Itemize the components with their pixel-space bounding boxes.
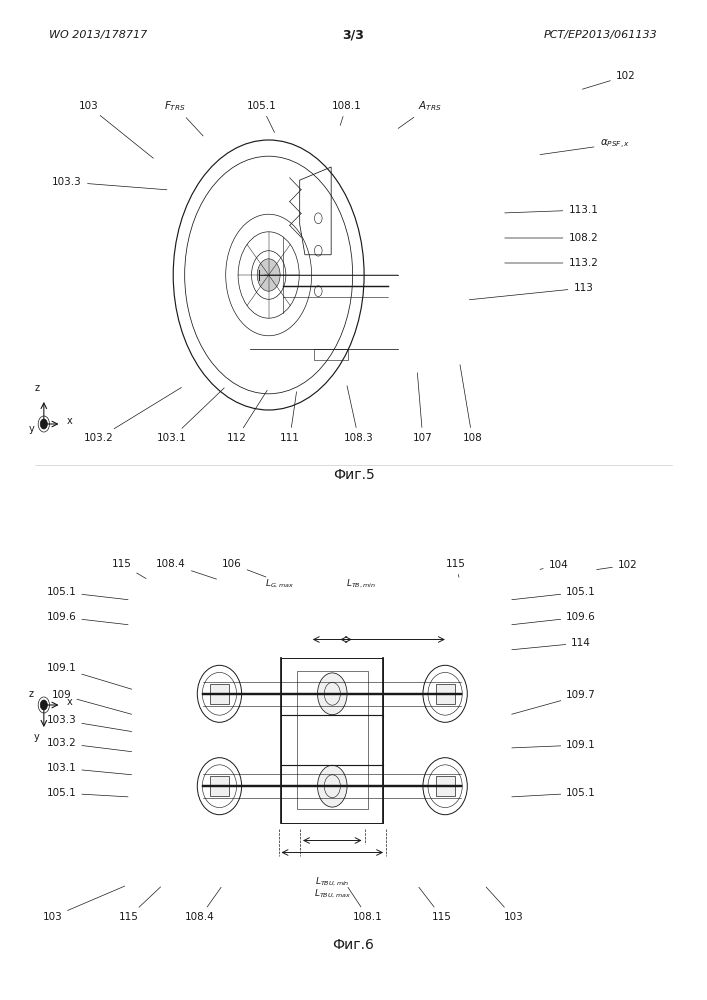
- Text: 108.3: 108.3: [344, 386, 373, 443]
- Text: 108.1: 108.1: [348, 887, 382, 922]
- Text: Фиг.6: Фиг.6: [332, 938, 375, 952]
- Text: 104: 104: [540, 560, 568, 570]
- Text: WO 2013/178717: WO 2013/178717: [49, 30, 148, 40]
- Text: y: y: [34, 732, 40, 742]
- Text: 111: 111: [280, 392, 300, 443]
- Text: 105.1: 105.1: [47, 788, 128, 798]
- Text: 109.6: 109.6: [47, 612, 128, 625]
- Text: 109: 109: [52, 690, 132, 714]
- Text: 109.1: 109.1: [512, 740, 596, 750]
- Text: 103.1: 103.1: [157, 388, 224, 443]
- Text: $L_{TB,min}$: $L_{TB,min}$: [346, 578, 375, 590]
- Circle shape: [40, 419, 47, 429]
- Text: 103: 103: [486, 887, 523, 922]
- Text: 103.1: 103.1: [47, 763, 132, 775]
- Text: 108.4: 108.4: [185, 887, 221, 922]
- Text: $\alpha_{PSF,x}$: $\alpha_{PSF,x}$: [540, 137, 630, 155]
- Circle shape: [257, 259, 280, 291]
- Bar: [436, 684, 455, 704]
- Text: 113: 113: [469, 283, 593, 300]
- Circle shape: [40, 700, 47, 710]
- Bar: [315, 349, 348, 360]
- Text: 103.3: 103.3: [47, 715, 132, 732]
- Text: 103.2: 103.2: [47, 738, 132, 752]
- Text: 103: 103: [78, 101, 153, 158]
- Text: 105.1: 105.1: [247, 101, 276, 133]
- Text: x: x: [67, 416, 73, 426]
- Text: 108.1: 108.1: [332, 101, 361, 125]
- Bar: [281, 658, 383, 822]
- Text: $A_{TRS}$: $A_{TRS}$: [398, 99, 442, 128]
- Text: 115: 115: [112, 559, 146, 579]
- Text: $L_{TBU,min}$: $L_{TBU,min}$: [315, 876, 349, 888]
- Text: $F_{TRS}$: $F_{TRS}$: [165, 99, 203, 136]
- Text: 103.3: 103.3: [52, 177, 167, 190]
- Text: 112: 112: [227, 390, 267, 443]
- Text: 115: 115: [419, 887, 452, 922]
- Text: 105.1: 105.1: [512, 587, 596, 600]
- Text: 115: 115: [119, 887, 160, 922]
- Circle shape: [317, 673, 347, 715]
- Text: 3/3: 3/3: [343, 28, 364, 41]
- Bar: [210, 776, 229, 796]
- Text: 102: 102: [583, 71, 636, 89]
- Text: 103.2: 103.2: [84, 387, 182, 443]
- Text: Фиг.5: Фиг.5: [332, 468, 375, 482]
- Text: z: z: [28, 689, 34, 699]
- Bar: [296, 671, 368, 809]
- Text: 105.1: 105.1: [47, 587, 128, 600]
- Text: 109.6: 109.6: [512, 612, 596, 625]
- Text: 108.2: 108.2: [505, 233, 598, 243]
- Text: 102: 102: [597, 560, 638, 570]
- Text: 109.1: 109.1: [47, 663, 132, 689]
- Text: 114: 114: [512, 638, 591, 650]
- Text: 106: 106: [222, 559, 266, 577]
- Text: 113.2: 113.2: [505, 258, 598, 268]
- Text: y: y: [28, 424, 34, 434]
- Text: 108.4: 108.4: [156, 559, 216, 579]
- Text: x: x: [67, 697, 73, 707]
- Text: 103: 103: [42, 886, 124, 922]
- Text: $L_{G,max}$: $L_{G,max}$: [265, 578, 293, 590]
- Text: 109.7: 109.7: [512, 690, 596, 714]
- Text: z: z: [34, 383, 40, 393]
- Text: 115: 115: [446, 559, 466, 577]
- Text: 113.1: 113.1: [505, 205, 598, 215]
- Text: $L_{TBU,max}$: $L_{TBU,max}$: [314, 888, 351, 900]
- Text: PCT/EP2013/061133: PCT/EP2013/061133: [544, 30, 658, 40]
- Text: 107: 107: [413, 373, 433, 443]
- Text: 105.1: 105.1: [512, 788, 596, 798]
- Bar: [436, 776, 455, 796]
- Bar: [210, 684, 229, 704]
- Circle shape: [317, 765, 347, 807]
- Text: 108: 108: [460, 365, 482, 443]
